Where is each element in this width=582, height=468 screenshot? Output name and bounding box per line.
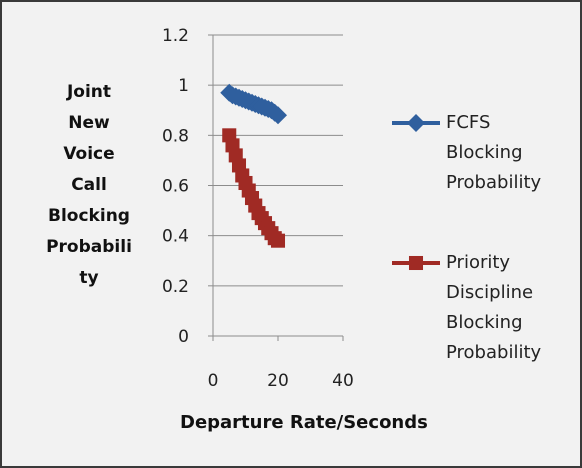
y-axis-label-line: Call	[71, 175, 107, 195]
data-point-1	[270, 233, 286, 248]
y-tick-label: 0.6	[162, 177, 189, 197]
legend-label-line: Priority	[446, 252, 511, 273]
y-tick-label: 0	[178, 327, 189, 347]
y-tick-label: 1.2	[162, 26, 189, 46]
y-axis-label-line: Joint	[66, 82, 112, 102]
legend-label-line: Probability	[446, 342, 542, 363]
x-axis-label: Departure Rate/Seconds	[180, 412, 428, 433]
x-tick-label: 20	[267, 371, 289, 391]
legend-label-line: Discipline	[446, 282, 534, 303]
legend-marker-0	[407, 114, 425, 132]
legend-label-line: Probability	[446, 172, 542, 193]
legend-label-line: FCFS	[446, 112, 491, 133]
y-axis-label-line: Voice	[63, 144, 115, 164]
legend-label-line: Blocking	[446, 142, 523, 163]
y-axis-label-line: ty	[79, 268, 99, 288]
y-tick-label: 1	[178, 76, 189, 96]
data-point-0	[269, 106, 287, 125]
y-axis-label-line: New	[68, 113, 110, 133]
y-tick-label: 0.2	[162, 277, 189, 297]
y-axis-label-line: Blocking	[48, 206, 130, 226]
x-tick-label: 40	[332, 371, 354, 391]
y-tick-label: 0.8	[162, 126, 189, 146]
legend-marker-1	[408, 255, 424, 271]
x-tick-label: 0	[208, 371, 219, 391]
y-tick-label: 0.4	[162, 227, 189, 247]
y-axis-label-line: Probabili	[46, 237, 132, 257]
legend-label-line: Blocking	[446, 312, 523, 333]
